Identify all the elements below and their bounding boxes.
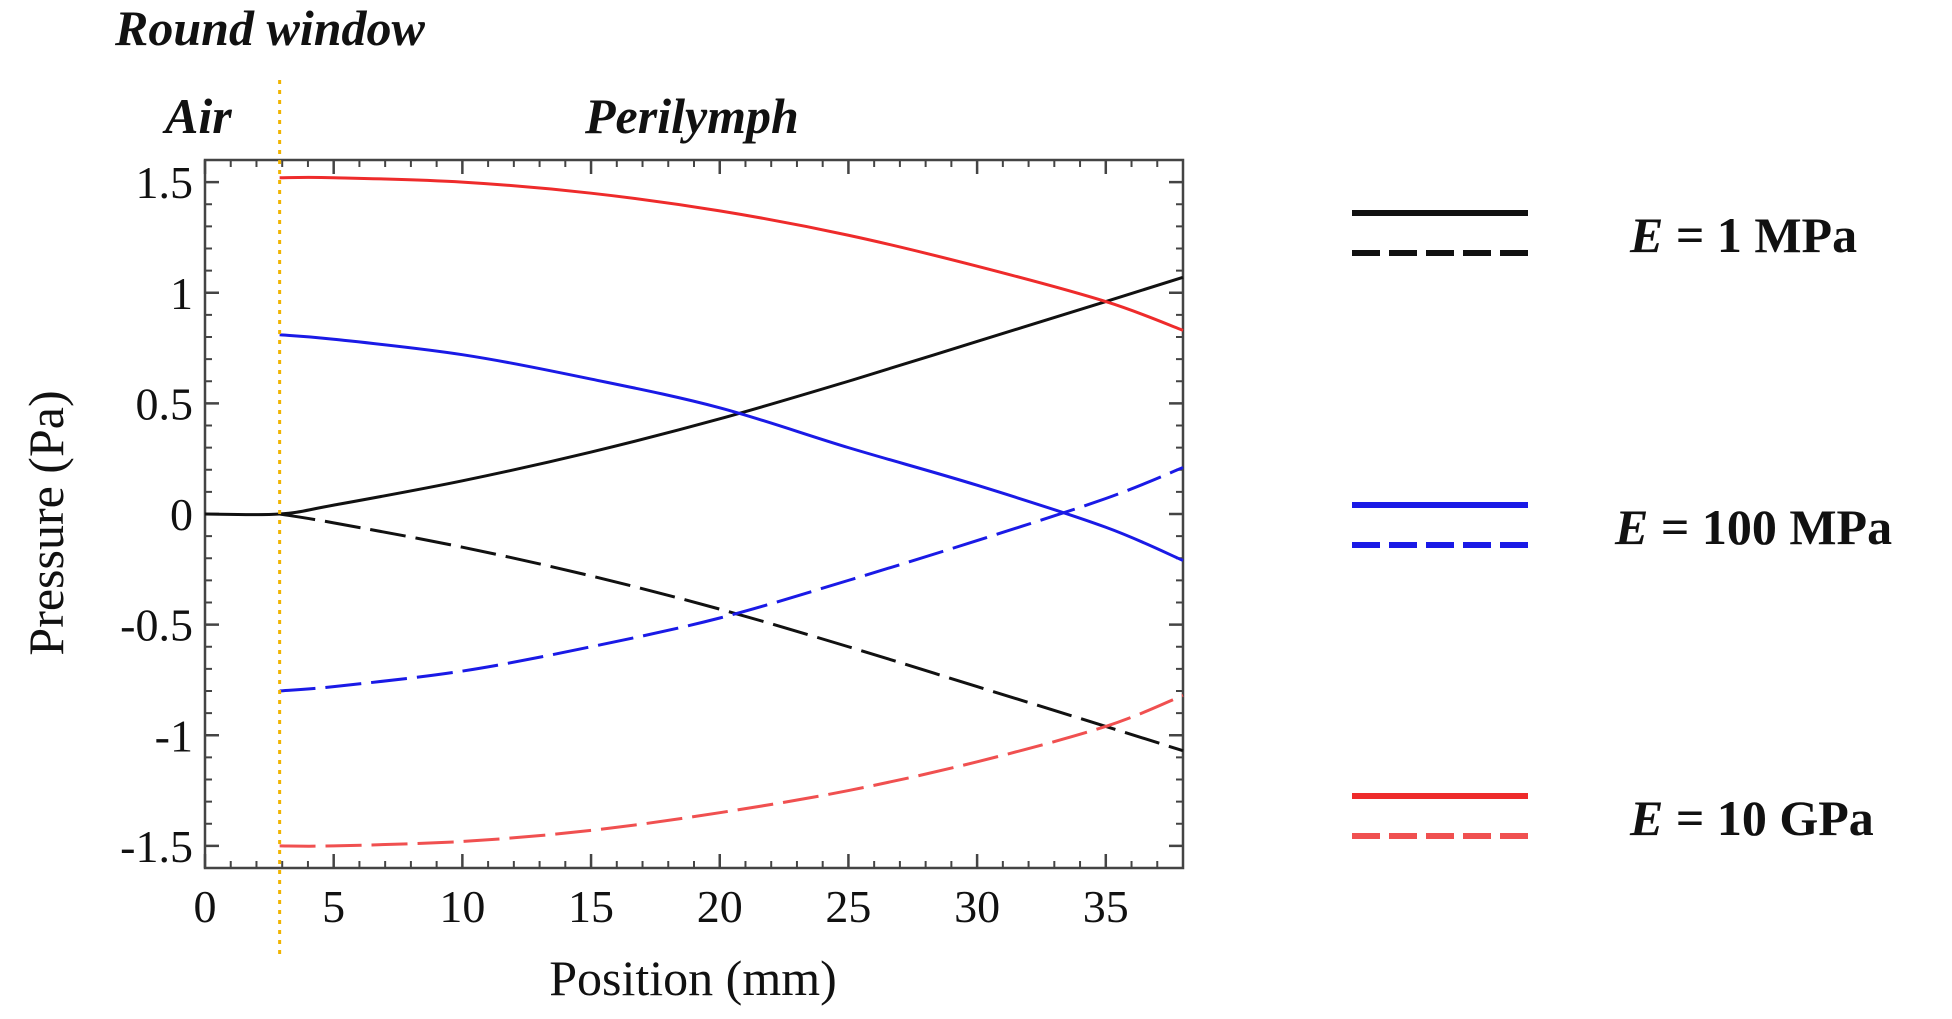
y-axis-title: Pressure (Pa): [18, 390, 74, 655]
y-tick-label: -1.5: [120, 821, 193, 872]
plot-frame: [203, 158, 1185, 870]
legend-label-symbol: E: [1629, 790, 1663, 846]
round-window-label: Round window: [114, 0, 426, 56]
legend-label-1: E = 100 MPa: [1614, 499, 1892, 555]
legend-label-value: = 10 GPa: [1663, 790, 1873, 846]
y-tick-label: -1: [155, 710, 193, 761]
plot-layer: 0 5 10 15 20 25 30 35 1.5 1 0.5 0 -0.5 -1 -1.5: [120, 80, 1185, 958]
legend-label-symbol: E: [1614, 499, 1648, 555]
x-axis-title: Position (mm): [549, 950, 837, 1006]
x-tick-label: 30: [954, 881, 1000, 932]
series-line-4: [279, 175, 1184, 332]
legend-label-2: E = 10 GPa: [1629, 790, 1874, 846]
y-tick-label: -0.5: [120, 600, 193, 651]
legend-label-value: = 1 MPa: [1663, 207, 1857, 263]
series-line-2: [279, 333, 1184, 562]
series-line-5: [279, 694, 1184, 848]
series-line-3: [279, 466, 1184, 693]
y-tick-label: 0.5: [136, 378, 194, 429]
x-tick-label: 20: [697, 881, 743, 932]
x-tick-label: 25: [825, 881, 871, 932]
legend-label-value: = 100 MPa: [1648, 499, 1892, 555]
legend-label-0: E = 1 MPa: [1629, 207, 1857, 263]
series-line-1: [279, 512, 1184, 753]
x-tick-label: 0: [194, 881, 217, 932]
y-tick-label: 1.5: [136, 157, 194, 208]
x-tick-label: 5: [322, 881, 345, 932]
series-line-0: [204, 275, 1184, 517]
air-region-label: Air: [162, 88, 232, 144]
perilymph-region-label: Perilymph: [584, 88, 799, 144]
y-tick-label: 1: [170, 268, 193, 319]
x-tick-label: 10: [439, 881, 485, 932]
x-tick-label: 15: [568, 881, 614, 932]
legend-label-symbol: E: [1629, 207, 1663, 263]
x-tick-label: 35: [1083, 881, 1129, 932]
y-tick-label: 0: [170, 489, 193, 540]
